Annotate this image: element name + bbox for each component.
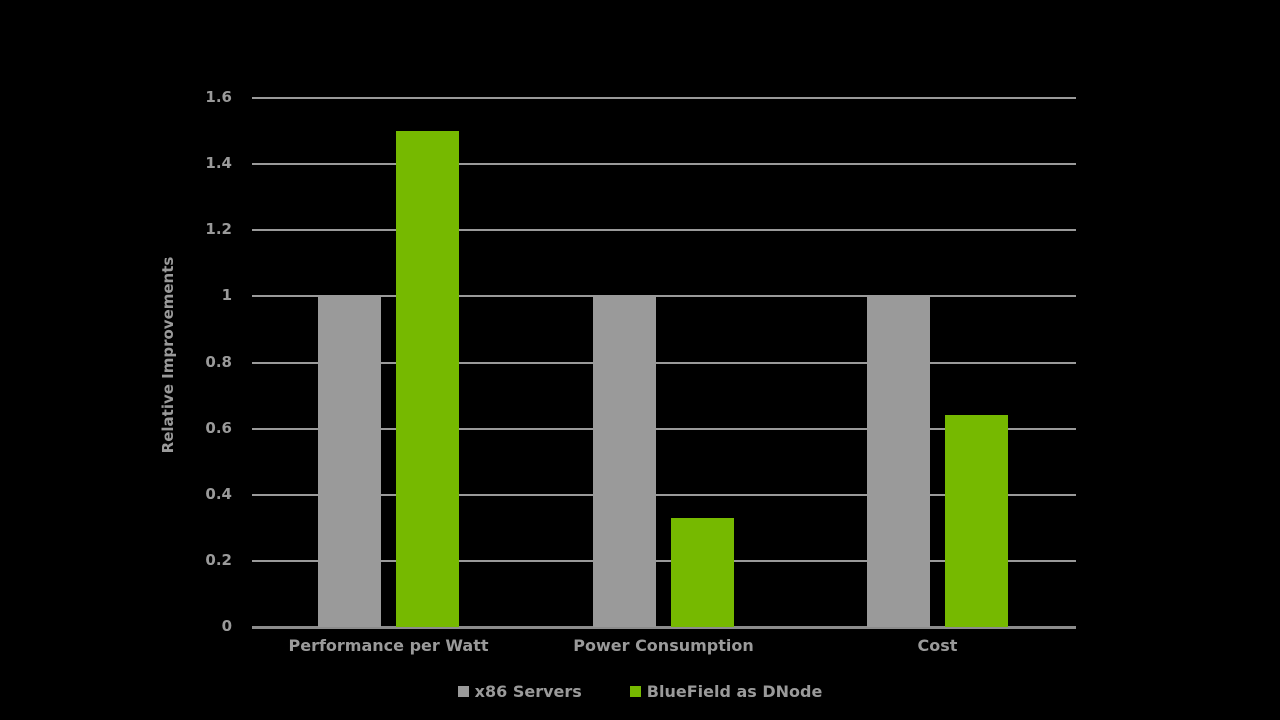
y-tick-label: 1.6: [205, 88, 232, 106]
gridline: [252, 295, 1076, 298]
legend-item-bluefield: BlueField as DNode: [629, 682, 823, 701]
legend-swatch-bluefield: [629, 686, 641, 697]
y-tick-label: 0.4: [205, 484, 232, 503]
gridline: [252, 493, 1076, 496]
gridline: [252, 361, 1076, 364]
y-tick-label: 0: [221, 617, 232, 635]
y-tick-label: 1: [221, 286, 232, 305]
legend: x86 Servers BlueField as DNode: [0, 682, 1280, 701]
gridline: [252, 229, 1076, 232]
bar-x86: [867, 296, 930, 627]
x-category-label: Power Consumption: [573, 636, 754, 655]
y-tick-label: 0.8: [205, 352, 232, 371]
y-tick-label: 0.2: [205, 550, 232, 569]
x-axis-line: [252, 626, 1076, 629]
gridline: [252, 97, 1076, 99]
y-axis-label: Relative Improvements: [159, 256, 177, 454]
x-category-label: Cost: [917, 636, 958, 655]
legend-label-bluefield: BlueField as DNode: [646, 682, 823, 701]
legend-label-x86: x86 Servers: [474, 682, 582, 701]
bar-x86: [593, 296, 656, 627]
bar-bluefield: [945, 415, 1008, 627]
legend-item-x86: x86 Servers: [457, 682, 582, 701]
legend-swatch-x86: [457, 686, 469, 697]
gridline: [252, 559, 1076, 562]
y-tick-label: 0.6: [205, 418, 232, 437]
bar-bluefield: [671, 517, 734, 627]
bar-bluefield: [396, 131, 459, 627]
gridline: [252, 163, 1076, 166]
y-tick-label: 1.4: [205, 154, 232, 173]
bar-x86: [318, 296, 381, 627]
gridline: [252, 427, 1076, 430]
x-category-label: Performance per Watt: [288, 636, 489, 655]
y-tick-label: 1.2: [205, 220, 232, 239]
